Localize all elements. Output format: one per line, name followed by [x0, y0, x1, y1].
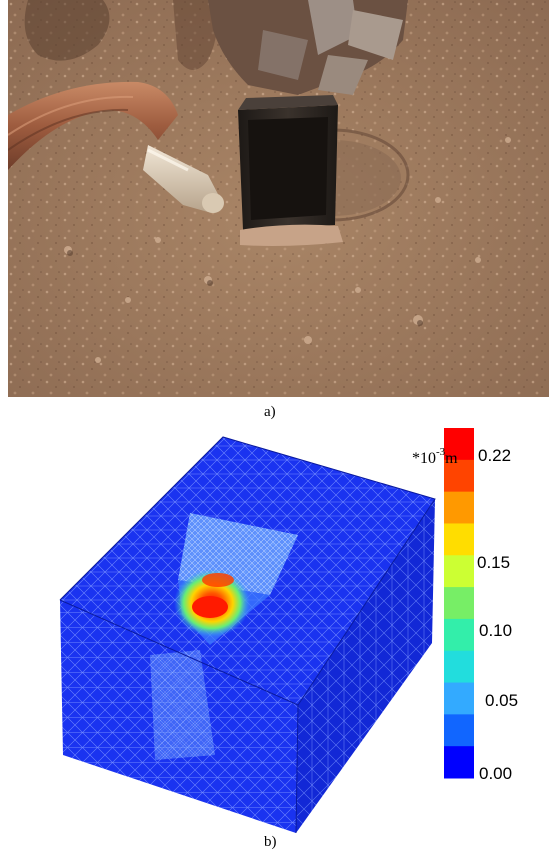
colorbar-swatch [444, 746, 474, 779]
colorbar-swatch [444, 428, 474, 461]
robotic-arm [208, 0, 408, 95]
colorbar-swatch [444, 682, 474, 715]
colorbar [444, 428, 474, 779]
colorbar-swatch [444, 587, 474, 620]
tether [8, 81, 178, 170]
colorbar-tick-label: 0.05 [485, 691, 518, 710]
photo-panel-a [8, 0, 549, 397]
colorbar-swatch [444, 555, 474, 588]
colorbar-tick-label: 0.22 [478, 446, 511, 465]
scoop [238, 95, 338, 230]
block-right-face [296, 499, 435, 833]
colorbar-swatch [444, 523, 474, 556]
colorbar-swatch [444, 618, 474, 652]
colorbar-swatch [444, 714, 474, 747]
colorbar-unit: *10-3m [412, 446, 458, 467]
lander-shadow [24, 0, 110, 61]
caption-b: b) [264, 834, 277, 850]
mole-tube [143, 145, 224, 213]
caption-a: a) [264, 404, 276, 420]
colorbar-swatch [444, 459, 474, 493]
fem-model-panel-b: *10-3m 0.22 0.15 0.10 0.05 0.00 [59, 428, 518, 834]
colorbar-tick-label: 0.10 [479, 621, 512, 640]
colorbar-tick-label: 0.15 [477, 553, 510, 572]
colorbar-tick-label: 0.00 [479, 764, 512, 783]
colorbar-swatch [444, 491, 474, 524]
colorbar-swatch [444, 650, 474, 684]
